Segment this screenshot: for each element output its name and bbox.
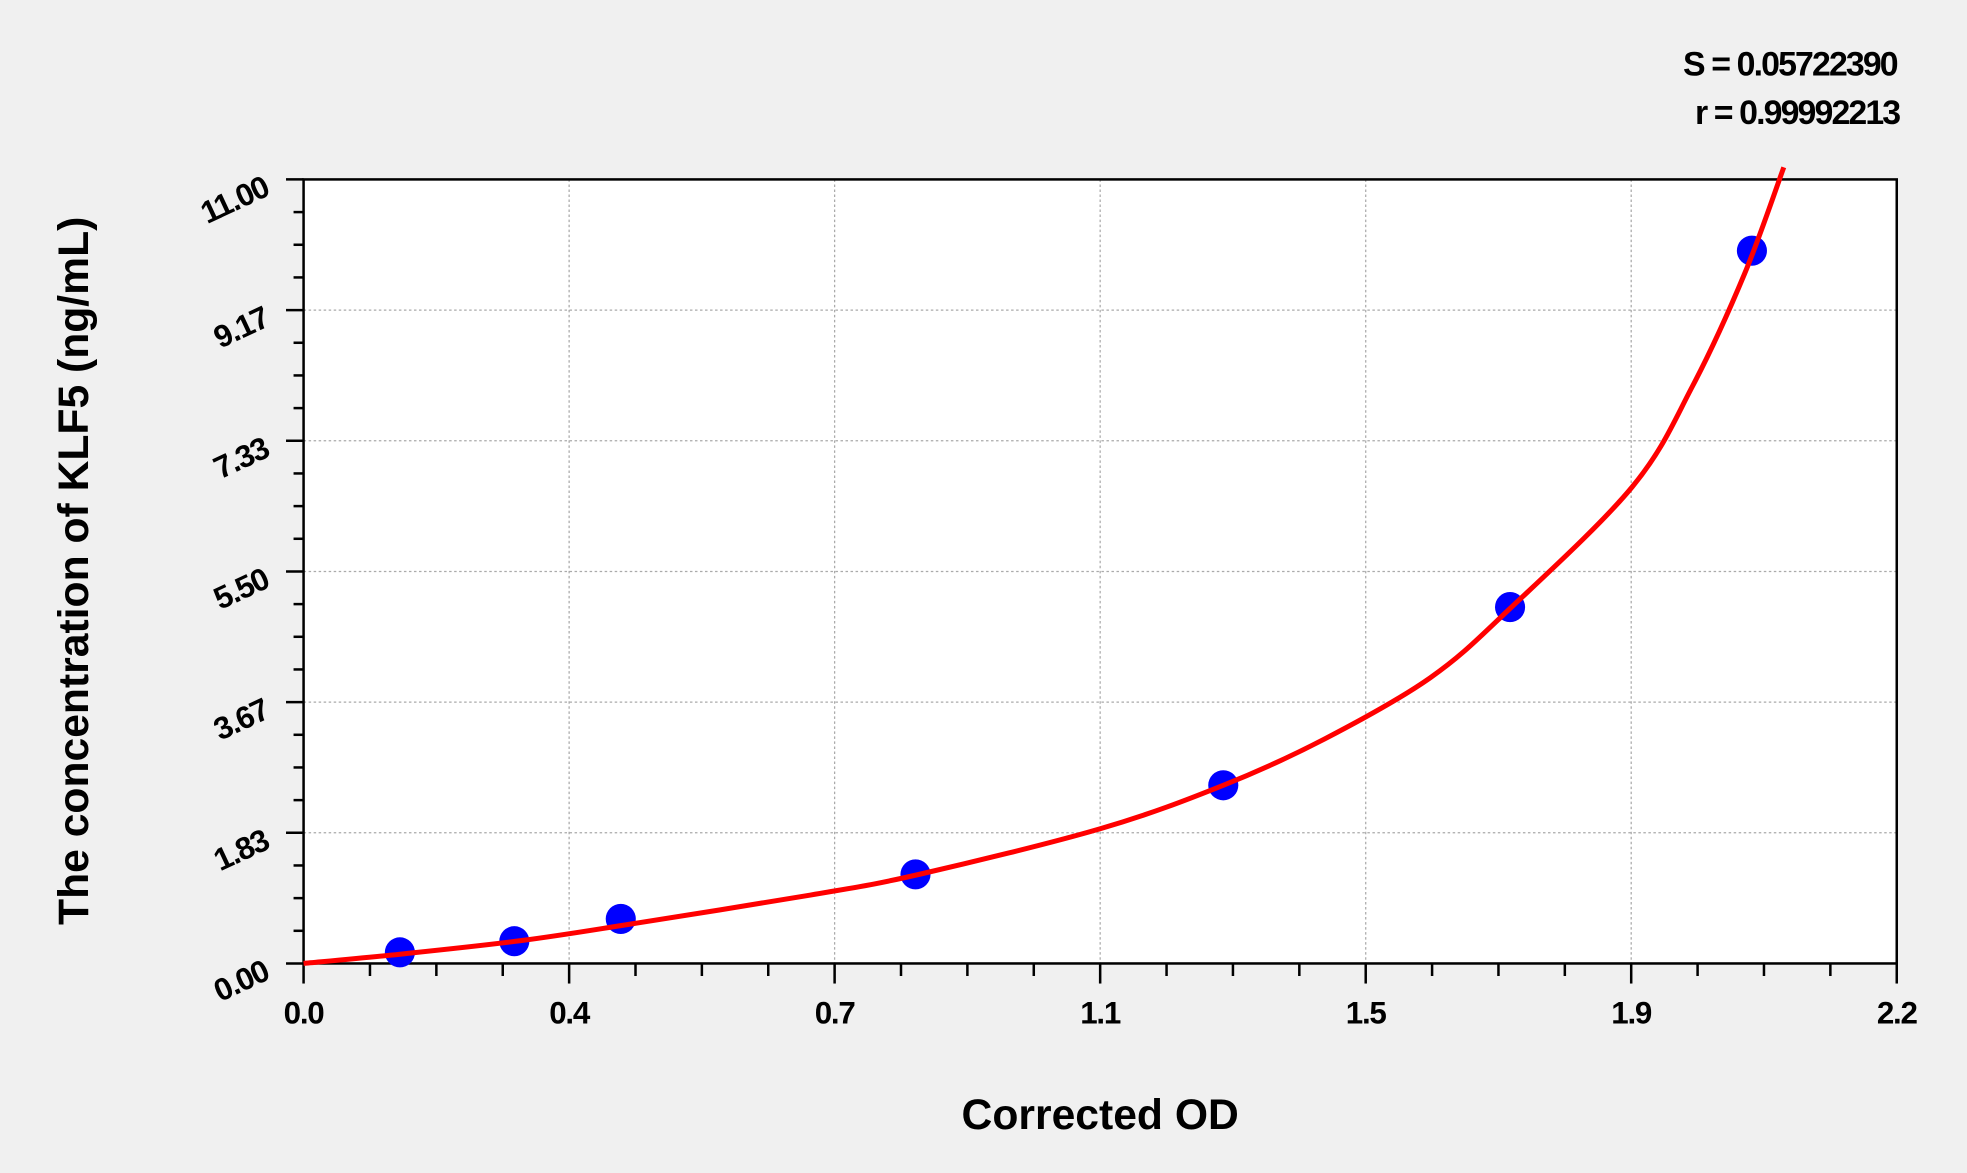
axis-ticks (286, 178, 1899, 984)
x-tick-label: 0.4 (549, 996, 591, 1031)
plot-frame (302, 178, 1899, 965)
x-tick-labels: 0.0 0.4 0.7 1.1 1.5 1.9 2.2 (284, 996, 1919, 1031)
grid-lines (303, 179, 1897, 964)
x-tick-label: 1.1 (1080, 996, 1121, 1031)
stat-s: S = 0.05722390 (1683, 45, 1898, 83)
x-tick-label: 1.9 (1611, 996, 1652, 1031)
x-tick-label: 0.0 (284, 996, 325, 1031)
x-tick-label: 0.7 (815, 996, 856, 1031)
y-axis-title: The concentration of KLF5 (ng/mL) (50, 217, 98, 925)
x-tick-label: 1.5 (1346, 996, 1387, 1031)
x-axis-title: Corrected OD (962, 1091, 1239, 1139)
x-tick-label: 2.2 (1877, 996, 1918, 1031)
stat-r: r = 0.99992213 (1695, 94, 1900, 132)
fit-curve (303, 166, 1787, 966)
